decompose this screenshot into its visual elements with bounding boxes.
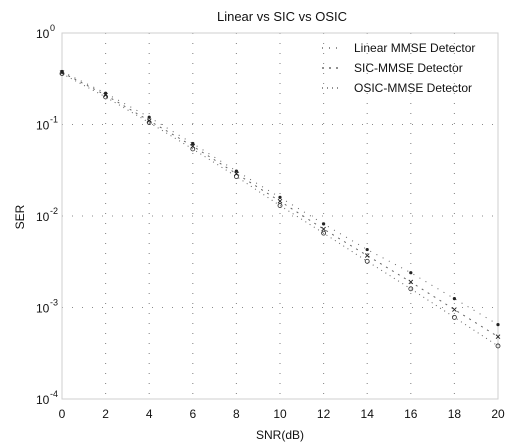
data-point <box>277 203 283 208</box>
legend-item: Linear MMSE Detector <box>322 41 475 55</box>
legend-item: OSIC-MMSE Detector <box>322 81 472 95</box>
data-point <box>409 271 413 275</box>
data-point <box>322 222 326 226</box>
x-tick-label: 20 <box>491 407 505 421</box>
y-tick-base: 10 <box>36 210 50 224</box>
y-tick-label: 10 -4 <box>36 389 58 407</box>
legend-label: SIC-MMSE Detector <box>354 61 463 75</box>
y-tick-exponent: 0 <box>50 23 55 33</box>
x-tick-label: 16 <box>404 407 418 421</box>
data-point <box>364 258 370 264</box>
x-tick-label: 4 <box>146 407 153 421</box>
data-point <box>233 174 239 179</box>
data-point <box>364 253 370 258</box>
data-point <box>408 286 414 292</box>
legend-item: SIC-MMSE Detector <box>322 61 463 75</box>
data-point <box>495 334 501 339</box>
data-point <box>408 279 414 285</box>
y-tick-label: 10 -2 <box>36 206 58 224</box>
x-tick-label: 12 <box>317 407 331 421</box>
y-tick-base: 10 <box>36 27 50 41</box>
data-point <box>321 230 327 236</box>
legend: Linear MMSE Detector SIC-MMSE Detector OSI… <box>322 41 475 95</box>
data-point <box>59 70 65 75</box>
plot-frame <box>61 32 499 400</box>
x-tick-label: 6 <box>189 407 196 421</box>
data-point <box>495 343 501 349</box>
x-tick-label: 2 <box>102 407 109 421</box>
data-point <box>147 115 151 119</box>
x-tick-label: 8 <box>233 407 240 421</box>
y-tick-base: 10 <box>36 302 50 316</box>
y-tick-exponent: -1 <box>50 115 58 125</box>
x-tick-label: 0 <box>59 407 66 421</box>
y-tick-base: 10 <box>36 119 50 133</box>
y-tick-exponent: -3 <box>50 298 58 308</box>
y-axis-label: SER <box>13 204 27 229</box>
x-axis-label: SNR(dB) <box>256 428 304 442</box>
y-tick-label: 10 -1 <box>36 115 58 133</box>
data-point <box>365 247 369 252</box>
data-point <box>103 94 108 100</box>
y-tick-exponent: -4 <box>50 389 58 399</box>
chart-title: Linear vs SIC vs OSIC <box>217 9 347 24</box>
data-point <box>452 297 456 301</box>
y-tick-label: 10 0 <box>36 23 55 41</box>
series-1 <box>60 69 500 327</box>
series-2 <box>59 70 501 339</box>
x-tick-label: 14 <box>361 407 375 421</box>
y-tick-exponent: -2 <box>50 206 58 216</box>
data-point <box>496 323 500 327</box>
legend-label: Linear MMSE Detector <box>354 41 475 55</box>
series-3 <box>59 71 501 349</box>
series-line <box>61 72 499 338</box>
data-point <box>277 198 283 204</box>
data-point <box>190 146 196 152</box>
y-tick-label: 10 -3 <box>36 298 58 316</box>
series-line <box>61 73 499 347</box>
data-point <box>59 71 65 76</box>
legend-label: OSIC-MMSE Detector <box>354 81 472 95</box>
data-point <box>451 314 457 320</box>
data-point <box>321 226 326 232</box>
data-point <box>146 120 152 125</box>
data-point <box>452 307 457 312</box>
y-tick-base: 10 <box>36 393 50 407</box>
data-point <box>234 169 238 173</box>
data-point <box>278 195 282 199</box>
series-layer <box>59 69 501 349</box>
data-point <box>191 141 195 146</box>
x-tick-label: 10 <box>273 407 287 421</box>
x-tick-label: 18 <box>448 407 462 421</box>
x-tick-labels: 0 2 4 6 8 10 12 14 16 18 20 <box>59 407 505 421</box>
